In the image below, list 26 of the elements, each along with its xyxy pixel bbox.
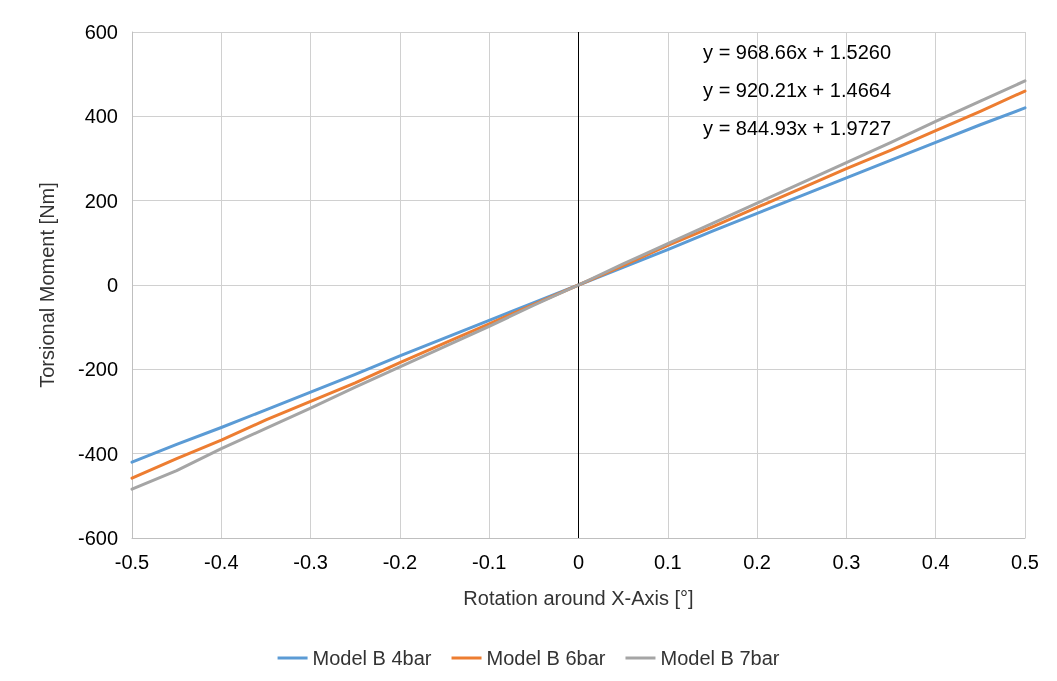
x-tick-label: 0.2 (743, 551, 772, 573)
x-tick-label: 0.5 (1011, 551, 1039, 573)
legend-label: Model B 6bar (486, 647, 606, 669)
annotation: y = 968.66x + 1.5260 (703, 41, 892, 63)
x-tick-label: -0.5 (114, 551, 150, 573)
x-tick-label: -0.4 (204, 551, 239, 573)
legend-label: Model B 7bar (660, 647, 780, 669)
x-tick-label: 0.4 (921, 551, 950, 573)
x-tick-label: -0.1 (471, 551, 507, 573)
x-tick-label: -0.3 (293, 551, 328, 573)
x-tick-label: 0.3 (832, 551, 861, 573)
y-tick-label: -400 (77, 442, 118, 465)
annotation: y = 844.93x + 1.9727 (703, 117, 892, 139)
x-tick-label: 0.1 (653, 551, 682, 573)
y-tick-label: 400 (84, 105, 118, 128)
x-tick-label: 0 (572, 551, 585, 573)
y-tick-label: 600 (84, 21, 118, 43)
annotation: y = 920.21x + 1.4664 (703, 79, 892, 101)
y-axis-title: Torsional Moment [Nm] (36, 182, 58, 388)
y-tick-label: 0 (106, 274, 118, 296)
y-tick-label: -200 (77, 358, 118, 381)
legend-label: Model B 4bar (312, 647, 432, 669)
y-tick-label: 200 (84, 189, 118, 212)
x-axis-title: Rotation around X-Axis [°] (463, 587, 694, 609)
y-tick-label: -600 (77, 527, 118, 549)
x-tick-label: -0.2 (382, 551, 418, 573)
